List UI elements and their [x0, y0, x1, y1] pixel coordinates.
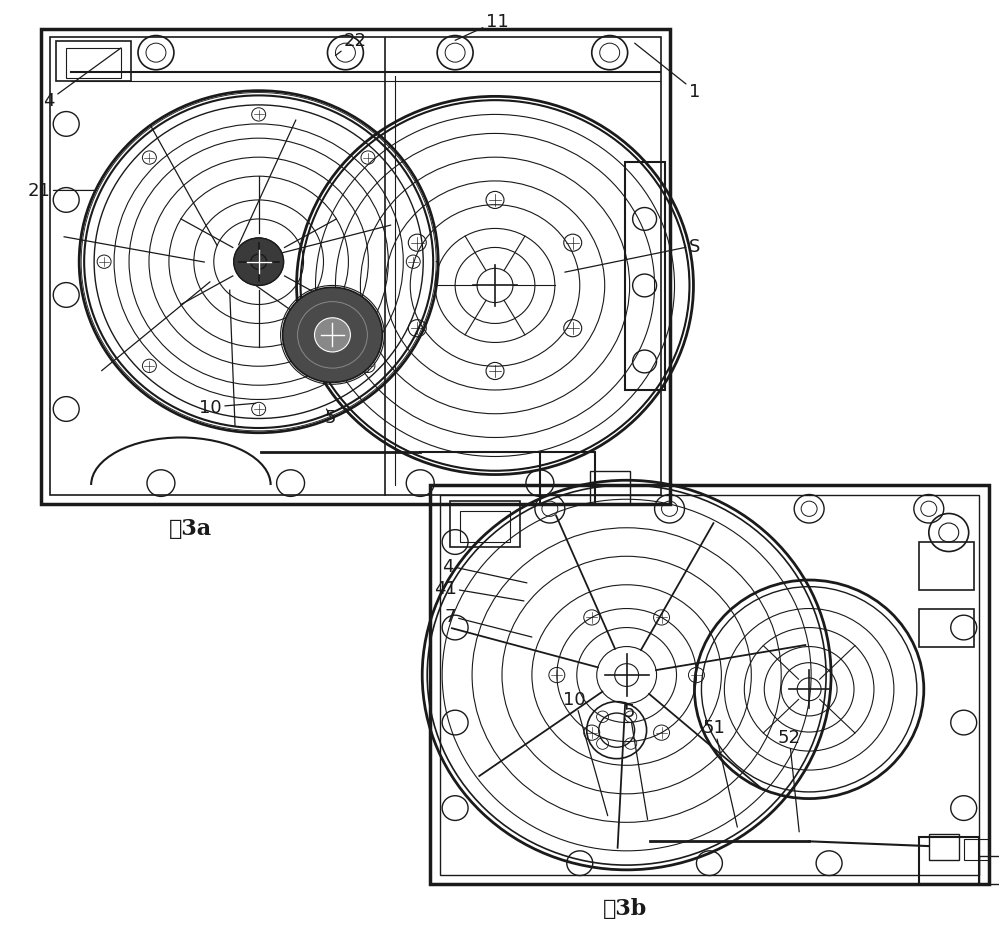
- Text: 7: 7: [444, 607, 532, 638]
- Text: 21: 21: [28, 182, 96, 200]
- Text: 10: 10: [199, 399, 256, 417]
- Bar: [625, 163, 665, 390]
- Circle shape: [234, 239, 284, 287]
- Bar: [430, 486, 989, 884]
- Bar: [919, 543, 974, 590]
- Bar: [56, 42, 131, 82]
- Bar: [450, 502, 520, 547]
- Bar: [919, 609, 974, 646]
- Text: 5: 5: [325, 408, 336, 426]
- Bar: [590, 471, 630, 505]
- Bar: [50, 38, 661, 496]
- Text: 图3a: 图3a: [169, 517, 212, 539]
- Text: 41: 41: [434, 579, 524, 602]
- Bar: [66, 49, 121, 79]
- Bar: [919, 837, 979, 884]
- Text: S: S: [565, 237, 700, 273]
- Circle shape: [315, 318, 350, 352]
- Bar: [964, 840, 989, 861]
- Text: 11: 11: [455, 13, 508, 41]
- Bar: [540, 452, 595, 505]
- Text: 22: 22: [335, 32, 367, 56]
- Bar: [929, 834, 959, 861]
- Circle shape: [283, 288, 382, 383]
- Text: 图3b: 图3b: [603, 897, 647, 919]
- Bar: [440, 495, 979, 875]
- Text: 4: 4: [44, 49, 121, 110]
- Text: 1: 1: [635, 44, 700, 101]
- Text: 51: 51: [703, 719, 737, 827]
- Text: 52: 52: [778, 728, 801, 832]
- Bar: [979, 856, 1000, 884]
- Bar: [460, 511, 510, 543]
- Text: 5: 5: [624, 703, 648, 820]
- Text: 4: 4: [442, 557, 527, 584]
- Text: 10: 10: [563, 690, 608, 816]
- Bar: [41, 30, 670, 505]
